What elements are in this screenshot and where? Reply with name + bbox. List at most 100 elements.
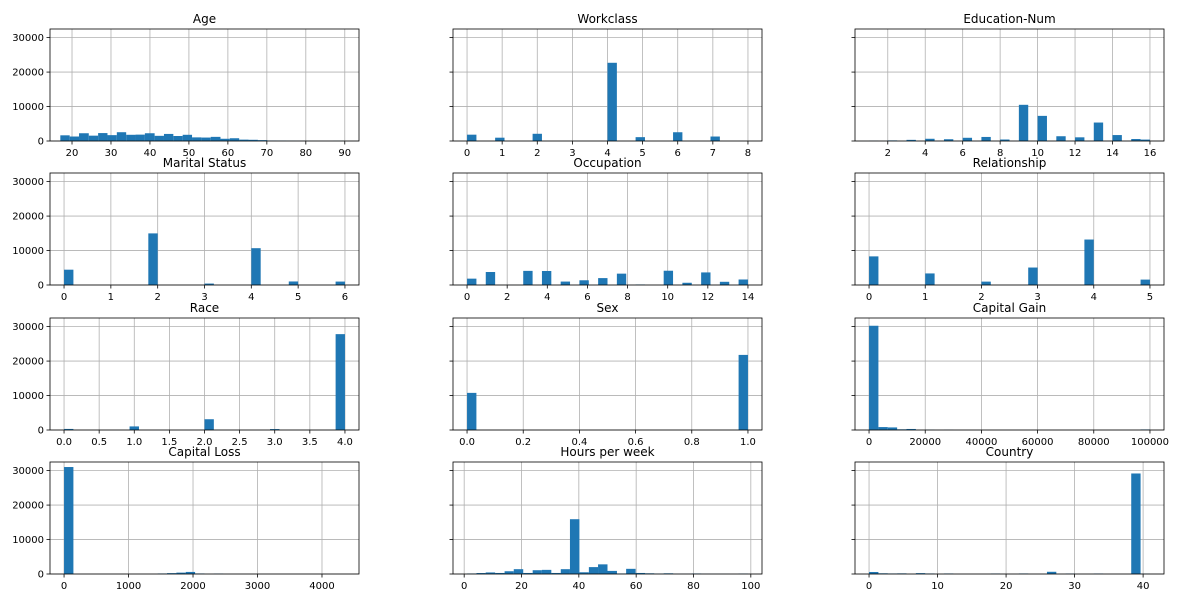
histogram-bar: [1075, 137, 1085, 141]
histogram-bar: [1028, 267, 1038, 285]
x-tick-label: 3000: [245, 581, 270, 592]
x-tick-label: 2.0: [197, 437, 213, 448]
x-tick-label: 0: [61, 292, 67, 303]
x-tick-label: 1: [922, 292, 928, 303]
x-tick-label: 12: [701, 292, 714, 303]
subplot-title: Relationship: [973, 156, 1047, 170]
histogram-bar: [229, 138, 240, 141]
histogram-bar: [192, 137, 202, 141]
histogram-bar: [257, 140, 268, 141]
histogram-occupation: Occupation 0 2 4 6 8 10 12 14: [449, 156, 763, 303]
subplot-title: Marital Status: [163, 156, 246, 170]
x-tick-label: 4.0: [337, 437, 353, 448]
subplot-title: Education-Num: [963, 12, 1055, 26]
x-tick-label: 60: [630, 581, 643, 592]
histogram-bar: [981, 281, 991, 285]
histogram-bar: [64, 269, 74, 285]
histogram-bar: [915, 573, 926, 574]
histogram-bar: [116, 132, 127, 141]
histogram-bar: [1140, 279, 1150, 285]
x-tick-label: 40: [1137, 581, 1150, 592]
x-tick-label: 1: [499, 148, 505, 159]
axes-frame: [854, 28, 1165, 142]
axes-frame: [452, 317, 763, 431]
x-tick-label: 20000: [909, 437, 941, 448]
histogram-bar: [635, 137, 645, 141]
histogram-bar: [616, 273, 627, 285]
x-tick-label: 3.5: [302, 437, 318, 448]
histogram-bar: [176, 572, 186, 574]
histogram-bar: [719, 281, 730, 285]
histogram-bar: [626, 568, 636, 574]
y-tick-label: 0: [38, 281, 44, 292]
histogram-bar: [663, 270, 674, 285]
histogram-bar: [532, 570, 542, 574]
histogram-bar: [906, 428, 916, 430]
histogram-bar: [532, 133, 542, 141]
histogram-bar: [251, 248, 261, 285]
axes-frame: [452, 172, 763, 286]
histogram-bar: [1140, 139, 1150, 141]
histogram-bar: [560, 281, 571, 285]
x-tick-label: 16: [1144, 148, 1157, 159]
histogram-bar: [144, 133, 155, 141]
histogram-bar: [1112, 135, 1122, 141]
axes-frame: [49, 461, 360, 575]
x-tick-label: 0: [464, 292, 470, 303]
x-tick-label: 80000: [1078, 437, 1110, 448]
histogram-bar: [135, 134, 145, 141]
x-tick-label: 3: [569, 148, 575, 159]
histogram-bar: [485, 572, 496, 574]
histogram-bar: [270, 429, 280, 430]
x-tick-label: 0: [464, 148, 470, 159]
histogram-bar: [204, 419, 214, 430]
histogram-bar: [79, 133, 89, 141]
x-tick-label: 60000: [1022, 437, 1054, 448]
x-tick-label: 0.0: [459, 437, 475, 448]
histogram-bar: [335, 281, 345, 285]
subplot-title: Sex: [597, 301, 619, 315]
histogram-workclass: Workclass 0 1 2 3 4 5 6 7 8: [449, 12, 763, 159]
histogram-bar: [925, 138, 935, 141]
x-tick-label: 40: [572, 581, 585, 592]
histogram-bar: [1000, 139, 1010, 141]
histogram-bar: [129, 426, 139, 430]
subplot-title: Country: [986, 445, 1034, 459]
histogram-bar: [1084, 239, 1094, 285]
histogram-bar: [541, 569, 552, 574]
x-tick-label: 0.0: [56, 437, 72, 448]
y-tick-label: 30000: [12, 33, 44, 44]
histogram-race: Race 0.0 0.5 1.0 1.5 2.0 2.5 3.0 3.5 4.0 0 10000 200…: [12, 301, 360, 448]
x-tick-label: 6: [342, 292, 348, 303]
histogram-bar: [467, 278, 477, 285]
y-tick-label: 30000: [12, 177, 44, 188]
x-tick-label: 80: [687, 581, 700, 592]
x-tick-label: 10: [1031, 148, 1044, 159]
y-tick-label: 20000: [12, 501, 44, 512]
histogram-country: Country 0 10 20 30 40: [851, 445, 1165, 592]
histogram-bar: [98, 133, 108, 141]
x-tick-label: 90: [338, 148, 351, 159]
y-tick-label: 0: [38, 570, 44, 581]
x-tick-label: 0.6: [628, 437, 644, 448]
histogram-bar: [701, 272, 711, 285]
histogram-bar: [906, 139, 916, 141]
x-tick-label: 100: [741, 581, 760, 592]
x-tick-label: 0: [461, 581, 467, 592]
x-tick-label: 4000: [309, 581, 334, 592]
axes-frame: [854, 172, 1165, 286]
x-tick-label: 4: [248, 292, 254, 303]
histogram-bar: [878, 427, 888, 430]
histogram-bar: [210, 136, 221, 141]
histogram-bar: [485, 272, 496, 285]
histogram-bar: [869, 571, 879, 574]
histogram-capital-gain: Capital Gain 0 20000 40000 60000 80000 100000: [851, 301, 1169, 448]
y-tick-label: 20000: [12, 68, 44, 79]
x-tick-label: 0: [61, 581, 67, 592]
x-tick-label: 2: [534, 148, 540, 159]
x-tick-label: 0: [866, 437, 872, 448]
y-tick-label: 10000: [12, 246, 44, 257]
x-tick-label: 1.0: [126, 437, 142, 448]
y-tick-label: 30000: [12, 322, 44, 333]
axes-frame: [49, 28, 360, 142]
